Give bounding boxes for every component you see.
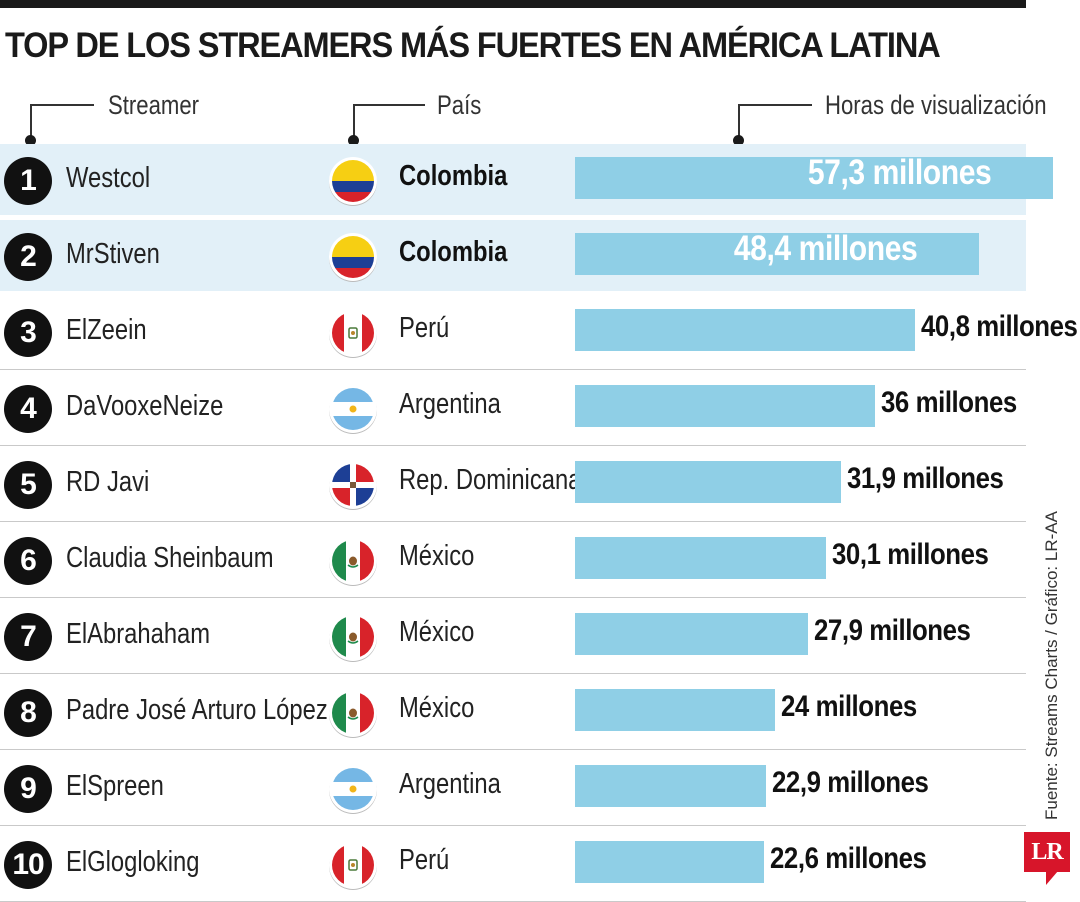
header-streamer: Streamer	[108, 90, 200, 120]
bar	[575, 537, 826, 579]
streamer-name: RD Javi	[66, 466, 150, 498]
peru-flag-icon	[328, 308, 378, 358]
colombia-flag-icon	[328, 232, 378, 282]
streamer-name: ElAbrahaham	[66, 618, 211, 650]
country-name: Argentina	[399, 768, 501, 800]
source-note: Fuente: Streams Charts / Gráfico: LR-AA	[1042, 511, 1061, 820]
bar	[575, 233, 979, 275]
country-name: Rep. Dominicana	[399, 464, 582, 496]
table-row: 5 RD Javi Rep. Dominicana 31,9 millones	[0, 448, 1026, 522]
table-row: 4 DaVooxeNeize Argentina 36 millones	[0, 372, 1026, 446]
header-horas: Horas de visualización	[825, 90, 1047, 120]
mexico-flag-icon	[328, 536, 378, 586]
streamer-name: Claudia Sheinbaum	[66, 542, 274, 574]
data-label: 36 millones	[881, 386, 1017, 419]
table-row: 9 ElSpreen Argentina 22,9 millones	[0, 752, 1026, 826]
streamer-name: DaVooxeNeize	[66, 390, 224, 422]
argentina-flag-icon	[328, 764, 378, 814]
rank-badge: 7	[4, 613, 52, 661]
country-name: México	[399, 692, 475, 724]
country-name: México	[399, 616, 475, 648]
table-row: 10 ElGlogloking Perú 22,6 millones	[0, 828, 1026, 902]
streamer-name: Westcol	[66, 162, 151, 194]
country-name: Argentina	[399, 388, 501, 420]
data-label: 40,8 millones	[921, 310, 1078, 343]
table-row: 8 Padre José Arturo López México 24 millone…	[0, 676, 1026, 750]
rank-badge: 6	[4, 537, 52, 585]
streamer-name: Padre José Arturo López	[66, 694, 328, 726]
table-row: 2 MrStiven Colombia 48,4 millones	[0, 220, 1026, 294]
bar	[575, 765, 766, 807]
dominican-republic-flag-icon	[328, 460, 378, 510]
data-label: 22,6 millones	[770, 842, 927, 875]
rank-badge: 1	[4, 157, 52, 205]
streamer-name: ElGlogloking	[66, 846, 200, 878]
bar	[575, 157, 1053, 199]
data-label: 31,9 millones	[847, 462, 1004, 495]
header-pais: País	[437, 90, 482, 120]
country-name: Colombia	[399, 236, 508, 268]
table-row: 3 ElZeein Perú 40,8 millones	[0, 296, 1078, 370]
table-row: 6 Claudia Sheinbaum México 30,1 millones	[0, 524, 1026, 598]
bar	[575, 613, 808, 655]
country-name: Perú	[399, 312, 450, 344]
country-name: Perú	[399, 844, 450, 876]
bar	[575, 309, 915, 351]
rank-badge: 2	[4, 233, 52, 281]
bar	[575, 385, 875, 427]
data-label: 22,9 millones	[772, 766, 929, 799]
rank-badge: 8	[4, 689, 52, 737]
lr-logo-tail	[1046, 871, 1058, 885]
data-label: 57,3 millones	[807, 153, 992, 192]
chart-title: TOP DE LOS STREAMERS MÁS FUERTES EN AMÉR…	[5, 26, 941, 65]
data-label: 48,4 millones	[733, 229, 918, 268]
colombia-flag-icon	[328, 156, 378, 206]
rank-badge: 4	[4, 385, 52, 433]
country-name: Colombia	[399, 160, 508, 192]
argentina-flag-icon	[328, 384, 378, 434]
mexico-flag-icon	[328, 612, 378, 662]
table-row: 7 ElAbrahaham México 27,9 millones	[0, 600, 1026, 674]
country-name: México	[399, 540, 475, 572]
data-label: 24 millones	[781, 690, 917, 723]
streamer-name: ElZeein	[66, 314, 147, 346]
rank-badge: 10	[4, 841, 52, 889]
data-label: 30,1 millones	[832, 538, 989, 571]
peru-flag-icon	[328, 840, 378, 890]
streamer-name: MrStiven	[66, 238, 160, 270]
rank-badge: 9	[4, 765, 52, 813]
bar	[575, 841, 764, 883]
rank-badge: 5	[4, 461, 52, 509]
mexico-flag-icon	[328, 688, 378, 738]
lr-logo: LR	[1024, 832, 1070, 872]
top-rule	[0, 0, 1026, 8]
table-row: 1 Westcol Colombia 57,3 millones	[0, 144, 1053, 218]
data-label: 27,9 millones	[814, 614, 971, 647]
bar	[575, 689, 775, 731]
bar	[575, 461, 841, 503]
rank-badge: 3	[4, 309, 52, 357]
streamer-name: ElSpreen	[66, 770, 164, 802]
